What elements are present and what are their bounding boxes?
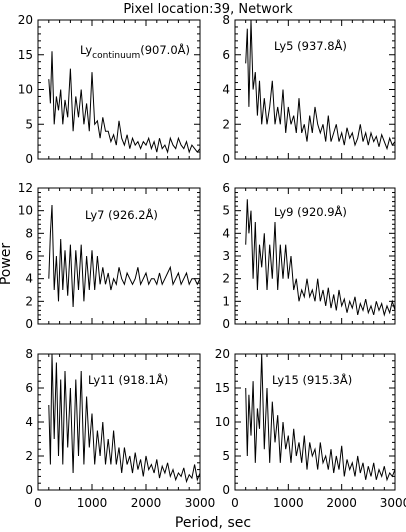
series-line [48,51,201,154]
x-tick-label: 0 [231,496,239,510]
x-tick-label: 1000 [77,496,108,510]
panel-6: 0 5 10 15 20 0 1000 2000 3000 Ly15 (915.3Å) [215,347,406,510]
x-tick-label: 0 [34,496,42,510]
y-tick-label: 1 [222,294,230,308]
y-tick-label: 8 [222,13,230,27]
panel-label: Ly11 (918.1Å) [88,372,168,387]
y-tick-label: 6 [25,381,33,395]
y-tick-label: 3 [222,249,230,263]
panel-label: Ly5 (937.8Å) [274,38,347,53]
y-tick-label: 0 [25,152,33,166]
x-tick-label: 2000 [131,496,162,510]
y-tick-label: 8 [25,347,33,361]
x-tick-label: 2000 [326,496,357,510]
y-tick-label: 15 [215,381,230,395]
y-tick-label: 5 [25,117,33,131]
y-tick-label: 2 [25,294,33,308]
y-tick-label: 2 [222,117,230,131]
y-tick-label: 20 [215,347,230,361]
y-tick-label: 10 [18,204,33,218]
y-tick-label: 20 [18,13,33,27]
panel-3: 0 2 4 6 8 10 12 Ly7 (926.2Å) [18,181,201,331]
y-tick-label: 6 [25,249,33,263]
y-tick-label: 6 [222,181,230,195]
panel-1: 0 5 10 15 20 Lycontinuum(907.0Å) [18,13,201,166]
series-line [48,204,201,308]
y-tick-label: 15 [18,48,33,62]
panel-label: Ly9 (920.9Å) [274,204,347,219]
y-tick-label: 8 [25,226,33,240]
panel-label: Lycontinuum(907.0Å) [80,42,190,61]
y-tick-label: 0 [222,483,230,497]
y-tick-label: 10 [215,415,230,429]
y-tick-label: 6 [222,48,230,62]
series-line [245,199,396,317]
series-line [245,19,396,151]
x-tick-label: 3000 [380,496,406,510]
y-tick-label: 4 [25,272,33,286]
y-tick-label: 0 [222,317,230,331]
y-tick-label: 0 [25,317,33,331]
panel-5: 0 2 4 6 8 0 1000 2000 3000 Ly11 (918.1Å) [25,347,215,510]
y-tick-label: 2 [222,272,230,286]
y-axis-label: Power [0,243,14,286]
y-tick-label: 0 [222,152,230,166]
panel-label: Ly15 (915.3Å) [272,372,352,387]
panel-4: 0 1 2 3 4 5 6 Ly9 (920.9Å) [222,181,396,331]
panel-2: 0 2 4 6 8 Ly5 (937.8Å) [222,13,396,166]
x-axis-label: Period, sec [175,515,251,531]
y-tick-label: 5 [222,204,230,218]
panel-frame [37,19,201,160]
y-tick-label: 4 [222,226,230,240]
y-tick-label: 4 [222,83,230,97]
x-tick-label: 3000 [185,496,216,510]
y-tick-label: 0 [25,483,33,497]
y-tick-label: 12 [18,181,33,195]
figure-title: Pixel location:39, Network [123,2,293,17]
series-line [245,353,396,482]
series-line [48,353,201,484]
y-tick-label: 2 [25,449,33,463]
panel-label: Ly7 (926.2Å) [85,207,158,222]
y-tick-label: 4 [25,415,33,429]
y-tick-label: 5 [222,449,230,463]
x-tick-label: 1000 [273,496,304,510]
y-tick-label: 10 [18,83,33,97]
